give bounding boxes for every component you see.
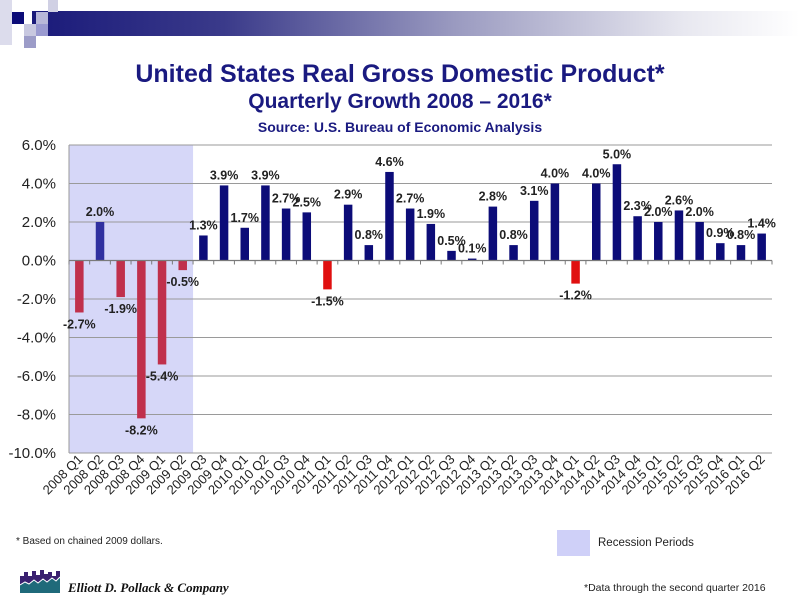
bar (612, 164, 622, 261)
data-label: 2.3% (623, 199, 652, 213)
footnote: * Based on chained 2009 dollars. (16, 536, 163, 547)
data-label: 1.7% (231, 211, 260, 225)
data-label: -1.9% (104, 302, 137, 316)
header-gradient-bar (32, 11, 800, 36)
bar (695, 222, 704, 261)
data-label: 2.9% (334, 188, 363, 202)
bar (219, 185, 229, 261)
bar (281, 208, 291, 261)
data-label: 2.6% (665, 193, 694, 207)
data-label: 2.8% (479, 190, 508, 204)
data-label: 3.1% (520, 184, 549, 198)
legend: Recession Periods (557, 530, 694, 556)
data-label: 3.9% (210, 168, 239, 182)
data-label: 0.8% (499, 228, 528, 242)
data-label: 0.8% (355, 228, 384, 242)
bar (488, 206, 498, 261)
chart-source: Source: U.S. Bureau of Economic Analysis (257, 119, 543, 135)
header-decoration (0, 0, 58, 48)
y-tick-label: 0.0% (22, 253, 56, 270)
bar (426, 223, 436, 261)
y-tick-label: 2.0% (22, 214, 56, 231)
legend-swatch-recession (557, 530, 590, 556)
data-label: 0.5% (437, 234, 466, 248)
bar (385, 171, 394, 261)
data-label: 0.9% (706, 226, 735, 240)
bar (116, 260, 125, 298)
data-label: 1.9% (417, 207, 446, 221)
y-tick-label: -8.0% (17, 407, 56, 424)
bar (178, 260, 187, 271)
bar (95, 222, 105, 261)
bar (405, 208, 415, 261)
data-label: 0.1% (458, 242, 487, 256)
data-label: 1.3% (189, 218, 218, 232)
y-tick-label: -10.0% (8, 445, 56, 462)
bar (157, 260, 167, 365)
data-label: 4.6% (375, 155, 404, 169)
bar (240, 227, 249, 261)
bar (323, 260, 332, 290)
data-label: 2.0% (685, 205, 714, 219)
y-tick-label: -6.0% (17, 368, 56, 385)
data-label: -0.5% (166, 275, 199, 289)
data-label: 2.0% (86, 205, 115, 219)
data-label: -1.2% (559, 289, 592, 303)
bar (529, 200, 539, 261)
data-label: -8.2% (125, 423, 158, 437)
data-label: -2.7% (63, 317, 96, 331)
bar (343, 204, 353, 261)
bar (654, 222, 663, 261)
data-label: 4.0% (582, 167, 611, 181)
company-name: Elliott D. Pollack & Company (68, 580, 229, 595)
data-label: 2.0% (644, 205, 673, 219)
bar (137, 260, 146, 419)
bar (447, 250, 456, 261)
bar (261, 185, 270, 261)
y-tick-label: -4.0% (17, 330, 56, 347)
chart-title: United States Real Gross Domestic Produc… (135, 60, 665, 88)
data-label: 0.8% (727, 228, 756, 242)
data-note: *Data through the second quarter 2016 (584, 582, 766, 594)
bar (364, 245, 374, 261)
bar (571, 260, 580, 284)
bar (736, 245, 746, 261)
bar (199, 235, 208, 261)
bar (509, 245, 518, 261)
bar (550, 183, 560, 261)
bar (633, 216, 642, 261)
y-tick-label: -2.0% (17, 291, 56, 308)
company-logo-icon (20, 570, 60, 593)
bar (302, 212, 312, 261)
legend-label: Recession Periods (598, 537, 694, 549)
data-label: -5.4% (146, 369, 179, 383)
y-tick-label: 4.0% (22, 176, 56, 193)
chart-subtitle: Quarterly Growth 2008 – 2016* (248, 90, 552, 113)
data-label: 2.7% (272, 192, 301, 206)
bar (716, 243, 725, 261)
bar (75, 260, 84, 313)
data-label: 5.0% (603, 147, 632, 161)
bar (467, 258, 477, 261)
bar (757, 233, 766, 261)
bar (674, 210, 684, 261)
data-label: 2.7% (396, 192, 425, 206)
data-label: 1.4% (747, 217, 776, 231)
data-label: 4.0% (541, 167, 570, 181)
y-tick-label: 6.0% (22, 137, 56, 154)
data-label: -1.5% (311, 294, 344, 308)
bar (592, 183, 601, 261)
data-label: 3.9% (251, 168, 280, 182)
data-label: 2.5% (293, 195, 322, 209)
